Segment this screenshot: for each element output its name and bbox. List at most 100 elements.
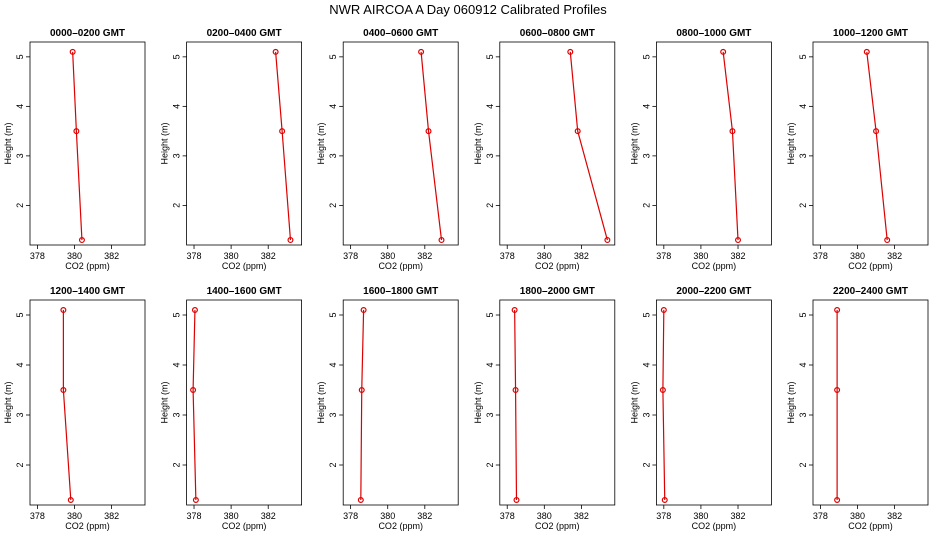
plot-frame xyxy=(342,41,459,246)
x-tick-label: 382 xyxy=(104,511,119,521)
plot-frame xyxy=(29,299,146,506)
y-tick-label: 3 xyxy=(172,153,182,158)
profile-point xyxy=(279,128,286,135)
y-tick-label: 4 xyxy=(485,362,495,367)
panel-title: 2000–2200 GMT xyxy=(676,286,751,297)
x-tick-label: 380 xyxy=(693,251,708,261)
y-tick-label: 3 xyxy=(328,412,338,417)
profile-line xyxy=(866,51,888,241)
x-axis-label: CO2 (ppm) xyxy=(378,521,423,531)
panel-title: 0000–0200 GMT xyxy=(50,28,125,39)
y-tick-label: 3 xyxy=(485,153,495,158)
x-axis-label: CO2 (ppm) xyxy=(848,521,893,531)
y-tick-label: 4 xyxy=(641,104,651,109)
profile-point xyxy=(360,307,367,314)
profile-line xyxy=(275,51,292,241)
x-tick-label: 378 xyxy=(656,511,671,521)
y-tick-label: 2 xyxy=(15,462,25,467)
y-tick-label: 2 xyxy=(172,462,182,467)
panel-title: 1200–1400 GMT xyxy=(50,286,125,297)
plot-frame xyxy=(342,299,459,506)
profile-point xyxy=(513,497,520,504)
y-tick-label: 4 xyxy=(328,362,338,367)
profile-point xyxy=(438,237,445,244)
x-axis-label: CO2 (ppm) xyxy=(535,261,580,271)
profile-point xyxy=(67,497,74,504)
x-tick-label: 382 xyxy=(104,251,119,261)
y-tick-label: 2 xyxy=(328,203,338,208)
y-tick-label: 2 xyxy=(641,462,651,467)
x-tick-label: 378 xyxy=(30,251,45,261)
x-axis-label: CO2 (ppm) xyxy=(222,261,267,271)
x-tick-label: 378 xyxy=(656,251,671,261)
y-tick-label: 3 xyxy=(641,412,651,417)
profile-point xyxy=(190,387,197,394)
y-tick-label: 5 xyxy=(328,54,338,59)
y-tick-label: 3 xyxy=(328,153,338,158)
y-tick-label: 2 xyxy=(798,203,808,208)
y-tick-label: 3 xyxy=(15,412,25,417)
profile-point xyxy=(191,307,198,314)
plot-frame xyxy=(499,299,616,506)
y-tick-label: 4 xyxy=(15,362,25,367)
y-tick-label: 2 xyxy=(328,462,338,467)
profile-line xyxy=(722,51,739,241)
profile-line xyxy=(62,310,72,501)
x-tick-label: 382 xyxy=(574,511,589,521)
profile-point xyxy=(574,128,581,135)
profile-point xyxy=(60,307,67,314)
profile-point xyxy=(73,128,80,135)
x-tick-label: 378 xyxy=(343,251,358,261)
profile-point xyxy=(834,307,841,314)
y-axis-label: Height (m) xyxy=(3,122,13,164)
y-tick-label: 4 xyxy=(641,362,651,367)
y-axis-label: Height (m) xyxy=(316,122,326,164)
profile-point xyxy=(287,237,294,244)
x-tick-label: 380 xyxy=(850,511,865,521)
panel-title: 0600–0800 GMT xyxy=(520,28,595,39)
x-tick-label: 378 xyxy=(813,511,828,521)
x-axis-label: CO2 (ppm) xyxy=(692,521,737,531)
x-axis-label: CO2 (ppm) xyxy=(848,261,893,271)
profile-point xyxy=(661,497,668,504)
y-tick-label: 5 xyxy=(798,54,808,59)
y-tick-label: 4 xyxy=(798,362,808,367)
x-tick-label: 378 xyxy=(813,251,828,261)
profile-point xyxy=(69,48,76,55)
profile-point xyxy=(720,48,727,55)
y-tick-label: 5 xyxy=(15,54,25,59)
x-tick-label: 380 xyxy=(67,511,82,521)
y-tick-label: 5 xyxy=(172,312,182,317)
y-tick-label: 3 xyxy=(15,153,25,158)
x-tick-label: 382 xyxy=(417,511,432,521)
y-tick-label: 5 xyxy=(15,312,25,317)
x-tick-label: 380 xyxy=(224,251,239,261)
y-tick-label: 5 xyxy=(172,54,182,59)
x-tick-label: 382 xyxy=(574,251,589,261)
profile-point xyxy=(834,387,841,394)
y-axis-label: Height (m) xyxy=(786,381,796,423)
y-tick-label: 5 xyxy=(328,312,338,317)
y-tick-label: 2 xyxy=(172,203,182,208)
x-tick-label: 380 xyxy=(224,511,239,521)
profile-line xyxy=(360,309,365,501)
x-tick-label: 380 xyxy=(693,511,708,521)
profile-point xyxy=(272,48,279,55)
y-tick-label: 4 xyxy=(172,362,182,367)
y-tick-label: 4 xyxy=(328,104,338,109)
profile-point xyxy=(425,128,432,135)
y-axis-label: Height (m) xyxy=(473,381,483,423)
y-axis-label: Height (m) xyxy=(160,122,170,164)
profile-line xyxy=(569,51,608,241)
y-tick-label: 4 xyxy=(485,104,495,109)
panel-title: 1800–2000 GMT xyxy=(520,286,595,297)
profile-line xyxy=(514,309,518,501)
x-tick-label: 380 xyxy=(850,251,865,261)
panel-title: 0400–0600 GMT xyxy=(363,28,438,39)
panel-title: 2200–2400 GMT xyxy=(833,286,908,297)
y-axis-label: Height (m) xyxy=(629,122,639,164)
x-tick-label: 378 xyxy=(500,251,515,261)
y-axis-label: Height (m) xyxy=(160,381,170,423)
y-tick-label: 2 xyxy=(15,203,25,208)
